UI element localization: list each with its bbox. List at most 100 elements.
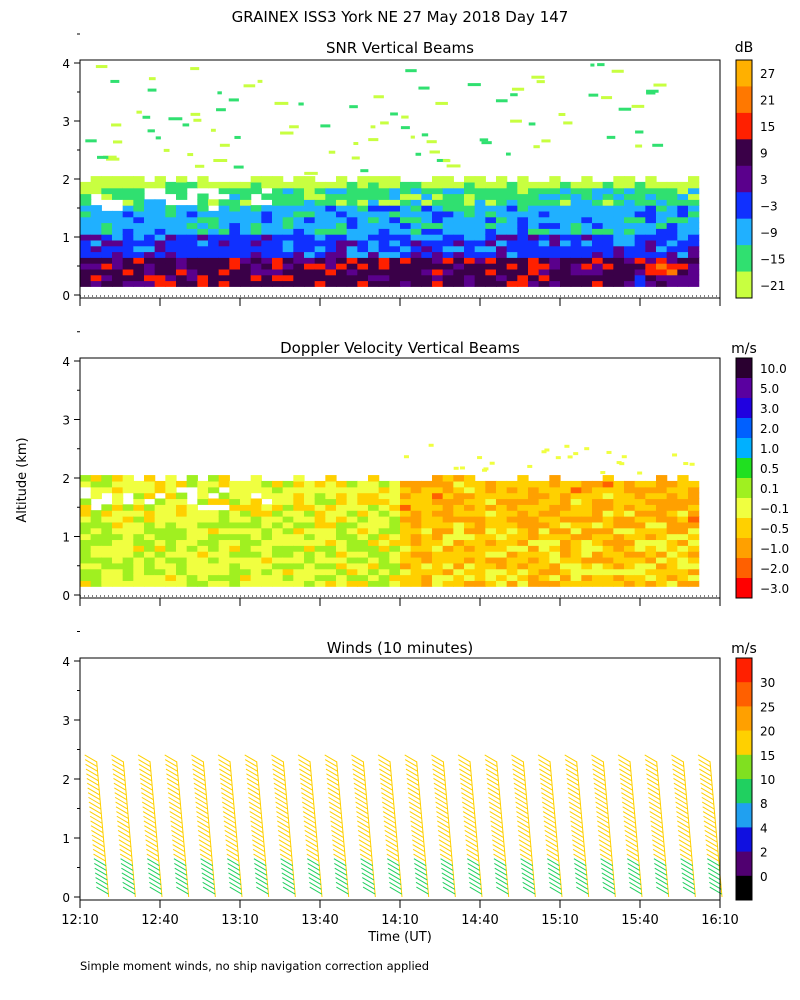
snr-cell xyxy=(261,205,273,212)
snr-cell xyxy=(645,216,657,224)
wind-barb xyxy=(114,792,127,801)
doppler-cell xyxy=(602,580,614,587)
doppler-cell xyxy=(677,580,689,587)
wind-barb xyxy=(540,787,554,796)
wind-barb xyxy=(518,839,532,848)
wind-barb xyxy=(86,778,100,786)
snr-cell xyxy=(656,280,668,287)
snr-cell xyxy=(645,228,657,235)
doppler-cell xyxy=(549,486,561,494)
wind-barb xyxy=(626,848,639,857)
snr-cell xyxy=(165,234,177,241)
doppler-cell xyxy=(144,562,156,570)
doppler-cell xyxy=(400,486,412,494)
snr-cell xyxy=(282,193,294,200)
snr-cell xyxy=(549,234,561,241)
doppler-cell xyxy=(186,533,198,541)
snr-cell xyxy=(432,268,444,276)
doppler-cell xyxy=(506,574,518,581)
wind-profile-staff xyxy=(576,761,590,898)
doppler-cell xyxy=(208,516,220,523)
wind-barb xyxy=(279,844,292,853)
snr-cell xyxy=(144,239,156,247)
snr-cell xyxy=(624,263,636,270)
snr-cell xyxy=(208,274,220,282)
doppler-cell xyxy=(549,480,561,488)
doppler-cell xyxy=(613,527,625,535)
colorbar-label: 30 xyxy=(760,676,775,690)
snr-cell xyxy=(154,239,166,247)
wind-barb xyxy=(378,763,392,772)
wind-barb xyxy=(568,801,582,810)
wind-barb xyxy=(167,792,181,801)
doppler-cell xyxy=(165,480,177,488)
wind-barb xyxy=(701,792,714,801)
wind-barb xyxy=(385,839,398,848)
snr-cell xyxy=(378,193,390,200)
wind-barb xyxy=(701,796,715,805)
snr-cell xyxy=(325,193,337,200)
snr-cell xyxy=(517,274,529,282)
wind-barb xyxy=(379,778,393,786)
doppler-cell xyxy=(688,580,700,587)
doppler-sparse-echo xyxy=(600,471,606,475)
doppler-cell xyxy=(602,556,614,564)
doppler-cell xyxy=(357,551,369,558)
doppler-cell xyxy=(570,527,582,535)
snr-cell xyxy=(506,228,518,235)
doppler-cell xyxy=(272,498,284,505)
snr-cell xyxy=(464,228,476,235)
snr-cell xyxy=(197,205,209,212)
doppler-cell xyxy=(122,475,134,482)
snr-cell xyxy=(581,199,593,206)
wind-barb xyxy=(492,844,505,853)
doppler-cell xyxy=(624,556,636,564)
doppler-cell xyxy=(197,545,209,552)
doppler-cell xyxy=(154,562,166,570)
doppler-cell xyxy=(144,539,156,546)
snr-sparse-echo xyxy=(635,144,643,148)
wind-barb xyxy=(299,773,312,782)
snr-cell xyxy=(549,193,561,200)
wind-barb xyxy=(618,759,631,768)
wind-barb xyxy=(119,853,133,862)
snr-cell xyxy=(336,222,348,229)
doppler-cell xyxy=(186,510,198,517)
doppler-cell xyxy=(368,492,380,500)
wind-barb xyxy=(623,815,636,824)
snr-cell xyxy=(549,210,561,218)
snr-sparse-echo xyxy=(418,86,430,90)
snr-cell xyxy=(570,199,582,206)
doppler-cell xyxy=(613,498,625,505)
doppler-cell xyxy=(400,510,412,517)
snr-cell xyxy=(304,280,316,287)
y-tick-label: 3 xyxy=(62,414,70,428)
snr-cell xyxy=(645,257,657,264)
snr-cell xyxy=(666,193,678,200)
doppler-cell xyxy=(101,480,113,488)
snr-cell xyxy=(122,239,134,247)
doppler-cell xyxy=(496,551,508,558)
wind-barb xyxy=(330,820,343,829)
doppler-cell xyxy=(357,580,369,587)
doppler-cell xyxy=(282,533,294,541)
snr-cell xyxy=(549,187,561,195)
wind-barb xyxy=(227,863,240,871)
winds-title: Winds (10 minutes) xyxy=(327,639,474,657)
wind-barb xyxy=(273,778,286,786)
doppler-cell xyxy=(122,527,134,535)
doppler-cell xyxy=(677,545,689,552)
snr-cell xyxy=(314,193,326,200)
snr-sparse-echo xyxy=(415,152,422,156)
wind-barb xyxy=(564,759,578,768)
snr-cell xyxy=(293,222,305,229)
snr-cell xyxy=(688,274,700,282)
doppler-cell xyxy=(336,521,348,529)
doppler-cell xyxy=(304,580,316,587)
snr-cell xyxy=(624,245,636,253)
doppler-cell xyxy=(517,556,529,564)
doppler-cell xyxy=(122,510,134,517)
snr-cell xyxy=(176,205,188,212)
doppler-cell xyxy=(240,480,252,488)
